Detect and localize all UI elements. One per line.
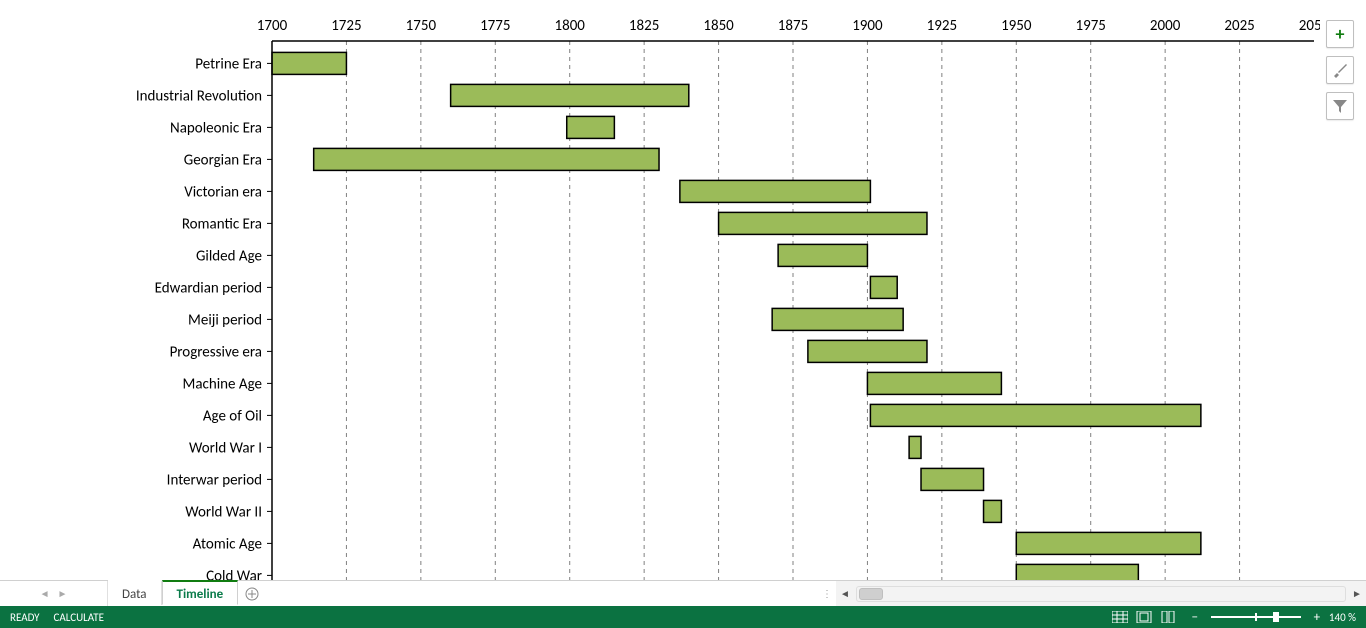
- x-axis-tick-label: 1900: [852, 17, 883, 35]
- y-axis-category-label: Petrine Era: [195, 55, 262, 73]
- zoom-slider-thumb[interactable]: [1273, 612, 1279, 622]
- status-calculate[interactable]: CALCULATE: [54, 611, 105, 624]
- zoom-in-button[interactable]: +: [1311, 610, 1323, 625]
- chart-elements-button[interactable]: +: [1326, 20, 1354, 48]
- timeline-bar[interactable]: [921, 468, 984, 490]
- grid-icon: [1112, 611, 1128, 623]
- status-ready: READY: [10, 611, 40, 624]
- x-axis-tick-label: 1850: [703, 17, 734, 35]
- x-axis-tick-label: 1725: [331, 17, 361, 35]
- page-layout-icon: [1136, 611, 1152, 623]
- timeline-bar[interactable]: [772, 308, 903, 330]
- x-axis-tick-label: 1775: [480, 17, 510, 35]
- timeline-bar[interactable]: [719, 212, 927, 234]
- y-axis-category-label: Gilded Age: [196, 247, 262, 265]
- timeline-bar[interactable]: [451, 84, 689, 106]
- tab-split-grip[interactable]: ⋮: [820, 582, 834, 604]
- chart-side-tools: +: [1326, 20, 1360, 120]
- status-right: − + 140 %: [1109, 609, 1356, 625]
- sheet-tab-data[interactable]: Data: [108, 580, 162, 605]
- timeline-bar[interactable]: [680, 180, 871, 202]
- timeline-bar[interactable]: [1016, 532, 1201, 554]
- x-axis-tick-label: 2025: [1224, 17, 1254, 35]
- timeline-bar[interactable]: [909, 436, 921, 458]
- x-axis-tick-label: 1925: [927, 17, 957, 35]
- scroll-right-button[interactable]: ►: [1348, 586, 1366, 602]
- y-axis-category-label: Romantic Era: [182, 215, 262, 233]
- horizontal-scrollbar[interactable]: [856, 586, 1346, 602]
- zoom-slider-center-mark: [1255, 613, 1257, 621]
- x-axis-tick-label: 2000: [1150, 17, 1181, 35]
- horizontal-scroll-thumb[interactable]: [859, 588, 883, 600]
- y-axis-category-label: Victorian era: [184, 183, 262, 201]
- timeline-bar[interactable]: [870, 404, 1200, 426]
- y-axis-category-label: Interwar period: [167, 471, 262, 489]
- timeline-bar[interactable]: [1016, 564, 1138, 580]
- horizontal-scrollbar-zone: ◄ ►: [836, 580, 1366, 606]
- x-axis-tick-label: 1825: [629, 17, 659, 35]
- brush-icon: [1332, 62, 1348, 78]
- status-bar: READY CALCULATE − + 140 %: [0, 606, 1366, 628]
- x-axis-tick-label: 1875: [778, 17, 808, 35]
- plus-circle-icon: [245, 587, 259, 601]
- chart-area: 1700 1725 1750 1775 1800 1825 1850 1875 1900 1925…: [0, 0, 1320, 580]
- timeline-bar[interactable]: [808, 340, 927, 362]
- chart-filter-button[interactable]: [1326, 92, 1354, 120]
- view-page-break-button[interactable]: [1157, 609, 1179, 625]
- sheet-tab-timeline[interactable]: Timeline: [162, 580, 239, 605]
- chart-styles-button[interactable]: [1326, 56, 1354, 84]
- timeline-bar[interactable]: [314, 148, 659, 170]
- x-axis-tick-label: 1975: [1076, 17, 1106, 35]
- funnel-icon: [1332, 98, 1348, 114]
- y-axis-category-label: Progressive era: [170, 343, 262, 361]
- zoom-controls: − + 140 %: [1189, 610, 1356, 625]
- page-break-icon: [1160, 611, 1176, 623]
- y-axis-category-label: Age of Oil: [203, 407, 262, 425]
- scroll-left-button[interactable]: ◄: [836, 586, 854, 602]
- timeline-bar[interactable]: [984, 500, 1002, 522]
- y-axis-category-label: Industrial Revolution: [136, 87, 262, 105]
- y-axis-category-label: Machine Age: [183, 375, 263, 393]
- tab-nav-next-icon: ►: [58, 587, 68, 600]
- y-axis-category-label: Cold War: [206, 567, 262, 580]
- y-axis-category-label: Napoleonic Era: [170, 119, 262, 137]
- timeline-bar[interactable]: [867, 372, 1001, 394]
- x-axis-tick-label: 1800: [555, 17, 586, 35]
- status-left: READY CALCULATE: [10, 611, 104, 624]
- add-sheet-button[interactable]: [238, 581, 266, 606]
- gantt-chart-svg: 1700 1725 1750 1775 1800 1825 1850 1875 1900 1925…: [0, 0, 1320, 580]
- view-mode-icons: [1109, 609, 1179, 625]
- tab-nav-prev-icon: ◄: [40, 587, 50, 600]
- x-axis-tick-label: 1750: [406, 17, 437, 35]
- zoom-level-label[interactable]: 140 %: [1329, 611, 1356, 624]
- view-normal-button[interactable]: [1109, 609, 1131, 625]
- y-axis-category-label: Atomic Age: [193, 535, 262, 553]
- timeline-bar[interactable]: [272, 52, 346, 74]
- zoom-out-button[interactable]: −: [1189, 610, 1201, 625]
- x-axis-tick-label: 1700: [257, 17, 288, 35]
- timeline-bar[interactable]: [778, 244, 867, 266]
- x-axis-tick-label: 2050: [1299, 17, 1320, 35]
- y-axis-category-label: Georgian Era: [184, 151, 262, 169]
- x-axis-tick-label: 1950: [1001, 17, 1032, 35]
- y-axis-category-label: World War I: [189, 439, 262, 457]
- zoom-slider[interactable]: [1211, 616, 1301, 618]
- view-page-layout-button[interactable]: [1133, 609, 1155, 625]
- tab-nav-arrows[interactable]: ◄ ►: [0, 581, 108, 606]
- y-axis-category-label: World War II: [185, 503, 262, 521]
- timeline-bar[interactable]: [567, 116, 615, 138]
- y-axis-category-label: Meiji period: [188, 311, 262, 329]
- y-axis-category-label: Edwardian period: [155, 279, 262, 297]
- timeline-bar[interactable]: [870, 276, 897, 298]
